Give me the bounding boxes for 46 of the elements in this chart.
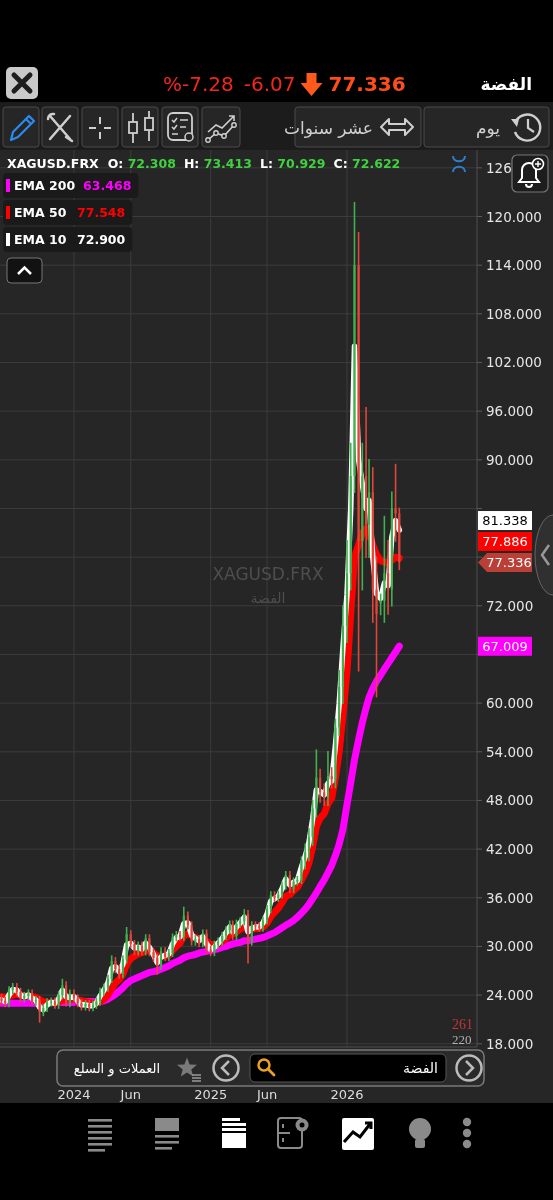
annotation: C: 72.622 xyxy=(333,156,401,171)
y-tick-label: 42.000 xyxy=(486,841,534,858)
annotation: 77.548 xyxy=(77,205,126,220)
y-tick-label: 36.000 xyxy=(486,889,534,906)
y-tick-label: 90.000 xyxy=(486,451,534,468)
text: الفضة xyxy=(403,1060,438,1076)
text: عشر سنوات xyxy=(284,118,373,138)
text: -6.07 xyxy=(243,72,296,96)
y-tick-label: 114.000 xyxy=(486,257,542,274)
y-tick-label: 96.000 xyxy=(486,403,534,420)
chart-title: الفضة xyxy=(480,74,532,94)
y-tick-label: 54.000 xyxy=(486,743,534,760)
y-tick-label: 120.000 xyxy=(486,208,542,225)
y-tick-label: 108.000 xyxy=(486,305,542,322)
annotation: XAGUSD.FRX xyxy=(7,156,100,171)
text: %-7.28 xyxy=(163,72,234,96)
y-tick-label: 60.000 xyxy=(486,695,534,712)
y-tick-label: 18.000 xyxy=(486,1035,534,1052)
text: 77.336 xyxy=(486,555,532,571)
x-tick-label: Jun xyxy=(119,1087,141,1102)
annotation: H: 73.413 xyxy=(183,156,252,171)
annotation: O: 72.308 xyxy=(107,156,176,171)
y-tick-label: 126 xyxy=(486,159,512,176)
legend-label: EMA 50 xyxy=(14,205,67,220)
text: 77.886 xyxy=(482,534,528,550)
x-tick-label: 2025 xyxy=(194,1087,228,1102)
annotation: 63.468 xyxy=(83,178,132,193)
y-tick-label: 48.000 xyxy=(486,792,534,809)
annotation: L: 70.929 xyxy=(259,156,326,171)
x-tick-label: 2024 xyxy=(57,1087,91,1102)
text: يوم xyxy=(475,118,501,138)
annotation: 72.900 xyxy=(77,232,126,247)
y-tick-label: 102.000 xyxy=(486,354,542,371)
x-tick-label: Jun xyxy=(255,1087,278,1102)
legend-label: EMA 10 xyxy=(14,232,67,247)
annotation: 220 xyxy=(452,1032,472,1047)
y-tick-label: 72.000 xyxy=(486,597,534,614)
y-tick-label: 30.000 xyxy=(486,938,534,955)
y-tick-label: 24.000 xyxy=(486,987,534,1004)
text: 67.009 xyxy=(482,638,528,654)
x-tick-label: 2026 xyxy=(330,1087,364,1102)
text: 77.336 xyxy=(328,72,406,96)
text: العملات و السلع xyxy=(73,1061,161,1077)
text: 81.338 xyxy=(482,513,528,529)
annotation: 261 xyxy=(452,1017,473,1032)
legend-label: EMA 200 xyxy=(14,178,76,193)
